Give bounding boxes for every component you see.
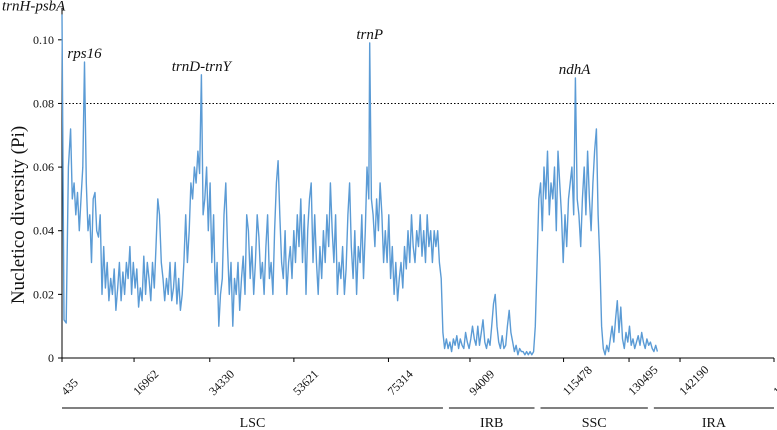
y-tick-label: 0.10 [33,33,54,47]
peak-label: trnP [356,27,383,43]
y-tick-label: 0.02 [33,287,54,301]
x-tick-label: 94009 [466,367,497,398]
region-label: SSC [582,416,607,430]
peak-label: trnD-trnY [172,59,233,75]
axes: 0 0.02 0.04 0.06 0.08 0.10 435 16962 34330 53621 7… [33,8,777,398]
peak-label: ndhA [559,62,592,78]
region-label: LSC [240,416,266,430]
region-label: IRA [702,416,727,430]
y-axis-title: Nucletico diversity (Pi) [8,126,29,304]
x-tick-label: 16962 [130,367,161,398]
region-axis: LSC IRB SSC IRA [62,407,774,430]
x-tick-label: 75314 [385,367,416,398]
x-tick-label: 53621 [290,367,321,398]
y-axis-label: Nucletico diversity (Pi) [8,126,29,304]
y-tick-label: 0.04 [33,224,54,238]
x-tick-label: 130495 [625,363,660,398]
x-tick-label: 435 [58,375,81,398]
x-tick-label: 115478 [560,363,595,398]
region-label: IRB [480,416,503,430]
x-tick-label: 34330 [206,367,237,398]
series-group [61,14,659,356]
series-line [61,14,659,356]
peak-label: rps16 [67,46,102,62]
y-tick-label: 0 [48,351,54,365]
peak-annotations: trnH-psbA rps16 trnD-trnY trnP ndhA [2,0,591,78]
y-tick-label: 0.06 [33,160,54,174]
peak-label: trnH-psbA [2,0,66,14]
x-tick-label: 163744 [770,363,777,398]
x-tick-label: 142190 [676,363,711,398]
y-tick-label: 0.08 [33,96,54,110]
